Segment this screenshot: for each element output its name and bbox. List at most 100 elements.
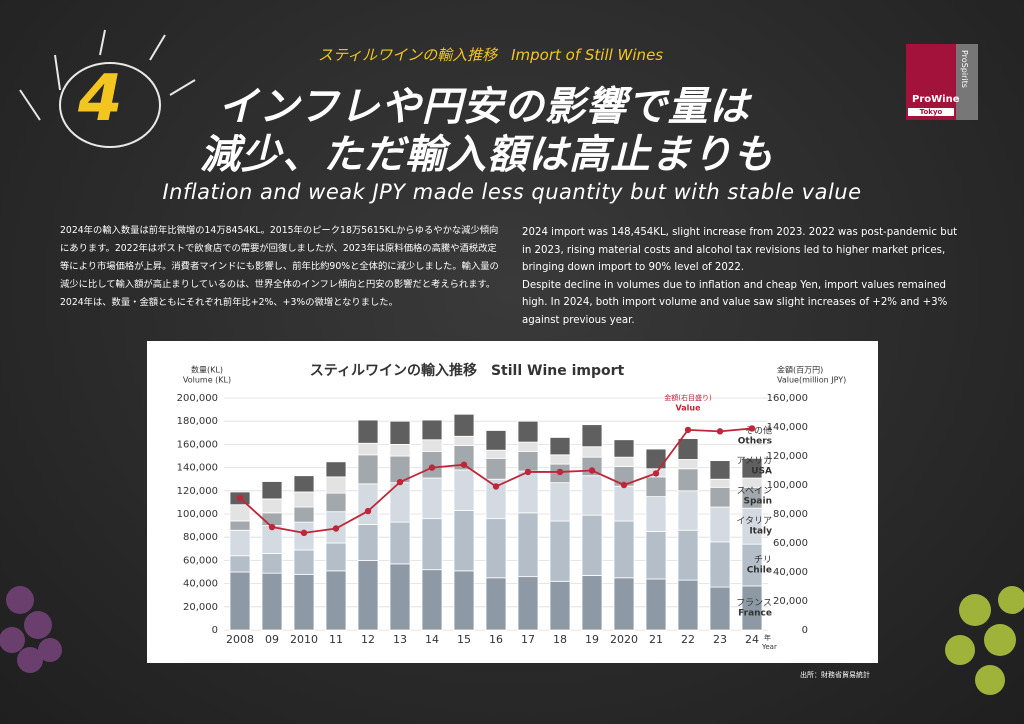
- bar-segment: [677, 438, 699, 460]
- bar-segment: [357, 419, 379, 444]
- logo-side: ProSpirits: [960, 50, 969, 88]
- legend-label-en: Italy: [749, 527, 772, 537]
- bar-segment: [485, 457, 507, 480]
- bar-segment: [261, 481, 283, 500]
- bar-segment: [453, 469, 475, 511]
- kicker-en: Import of Still Wines: [511, 46, 664, 64]
- bar-segment: [453, 510, 475, 572]
- x-tick-label: 15: [457, 633, 471, 646]
- bar-segment: [453, 413, 475, 437]
- y2-tick-label: 60,000: [773, 538, 808, 549]
- bar-segment: [229, 571, 251, 631]
- x-tick-label: 21: [649, 633, 663, 646]
- bar-segment: [613, 439, 635, 458]
- value-point: [716, 428, 724, 435]
- bar-segment: [549, 482, 571, 522]
- value-point: [524, 468, 532, 476]
- y-tick-label: 20,000: [183, 602, 218, 613]
- bar-segment: [613, 456, 635, 467]
- bar-segment: [709, 506, 731, 543]
- bar-segment: [517, 450, 539, 472]
- body-en: 2024 import was 148,454KL, slight increa…: [522, 224, 962, 329]
- value-point: [396, 478, 404, 486]
- value-point: [332, 525, 340, 532]
- value-point: [460, 461, 468, 468]
- value-point: [748, 425, 756, 432]
- bar-segment: [645, 578, 667, 631]
- value-point: [364, 507, 372, 515]
- y-tick-label: 0: [212, 625, 218, 636]
- bar-segment: [677, 490, 699, 531]
- bar-segment: [645, 530, 667, 580]
- bar-segment: [709, 486, 731, 508]
- y2-tick-label: 20,000: [773, 596, 808, 607]
- source: 出所：財務省貿易統計: [800, 671, 870, 679]
- chart-title: スティルワインの輸入推移 Still Wine import: [310, 362, 625, 379]
- value-point: [492, 483, 500, 490]
- legend-label: アメリカ: [736, 456, 772, 467]
- bar-segment: [645, 496, 667, 532]
- bar-segment: [357, 442, 379, 456]
- y-tick-label: 80,000: [183, 532, 218, 543]
- bar-segment: [261, 498, 283, 514]
- body-ja: 2024年の輸入数量は前年比微増の14万8454KL。2015年のピーク18万5…: [60, 225, 499, 308]
- bar-segment: [325, 570, 347, 631]
- value-point: [236, 494, 244, 502]
- y2-tick-label: 0: [802, 625, 808, 636]
- bar-segment: [677, 459, 699, 470]
- x-tick-label: 12: [361, 633, 375, 646]
- bar-segment: [485, 430, 507, 451]
- bar-segment: [581, 575, 603, 631]
- body-en-paragraph: Despite decline in volumes due to inflat…: [522, 279, 948, 326]
- bar-segment: [677, 468, 699, 492]
- logo-gray: [956, 44, 978, 120]
- bar-segment: [645, 448, 667, 470]
- x-tick-label: 17: [521, 633, 535, 646]
- bar-segment: [293, 475, 315, 493]
- bar-segment: [421, 518, 443, 571]
- kicker: スティルワインの輸入推移 Import of Still Wines: [318, 44, 677, 65]
- bar-segment: [581, 475, 603, 516]
- bar-segment: [325, 476, 347, 494]
- x-tick-label: 2020: [610, 633, 638, 646]
- bar-segment: [357, 524, 379, 561]
- line-label: 金額(右目盛り): [664, 393, 712, 402]
- value-point: [556, 468, 564, 476]
- headline-en: Inflation and weak JPY made less quantit…: [162, 180, 862, 204]
- bar-segment: [421, 569, 443, 631]
- bar-segment: [581, 424, 603, 448]
- y-tick-label: 180,000: [177, 416, 218, 427]
- bar-segment: [421, 419, 443, 441]
- bar-segment: [453, 570, 475, 631]
- bar-segment: [613, 485, 635, 522]
- y2-axis-title: Value(million JPY): [777, 376, 846, 385]
- value-point: [684, 426, 692, 434]
- bar-segment: [293, 491, 315, 508]
- y-tick-label: 160,000: [177, 439, 218, 450]
- bar-segment: [485, 449, 507, 459]
- y-tick-label: 140,000: [177, 463, 218, 474]
- bar-segment: [325, 461, 347, 478]
- legend-label: スペイン: [737, 487, 772, 497]
- legend-label-en: Chile: [747, 566, 772, 576]
- bar-segment: [613, 577, 635, 631]
- bar-segment: [645, 476, 667, 498]
- legend-label-en: Spain: [744, 497, 773, 507]
- body-en-paragraph: 2024 import was 148,454KL, slight increa…: [522, 227, 958, 273]
- bar-segment: [517, 420, 539, 443]
- bar-segment: [677, 579, 699, 631]
- section-number: 4: [78, 62, 123, 136]
- bar-segment: [389, 444, 411, 457]
- x-suffix: 年: [764, 633, 771, 642]
- x-tick-label: 09: [265, 633, 279, 646]
- chart: スティルワインの輸入推移 Still Wine import 数量(KL) Vo…: [147, 341, 878, 663]
- y2-tick-label: 100,000: [767, 480, 808, 491]
- line-label-en: Value: [675, 404, 701, 413]
- bar-segment: [549, 520, 571, 582]
- legend-label-en: Others: [738, 437, 772, 447]
- bar-segment: [261, 572, 283, 631]
- bar-segment: [581, 446, 603, 458]
- bar-segment: [389, 563, 411, 631]
- title-line: 減少、ただ輸入額は高止まりも: [200, 132, 774, 178]
